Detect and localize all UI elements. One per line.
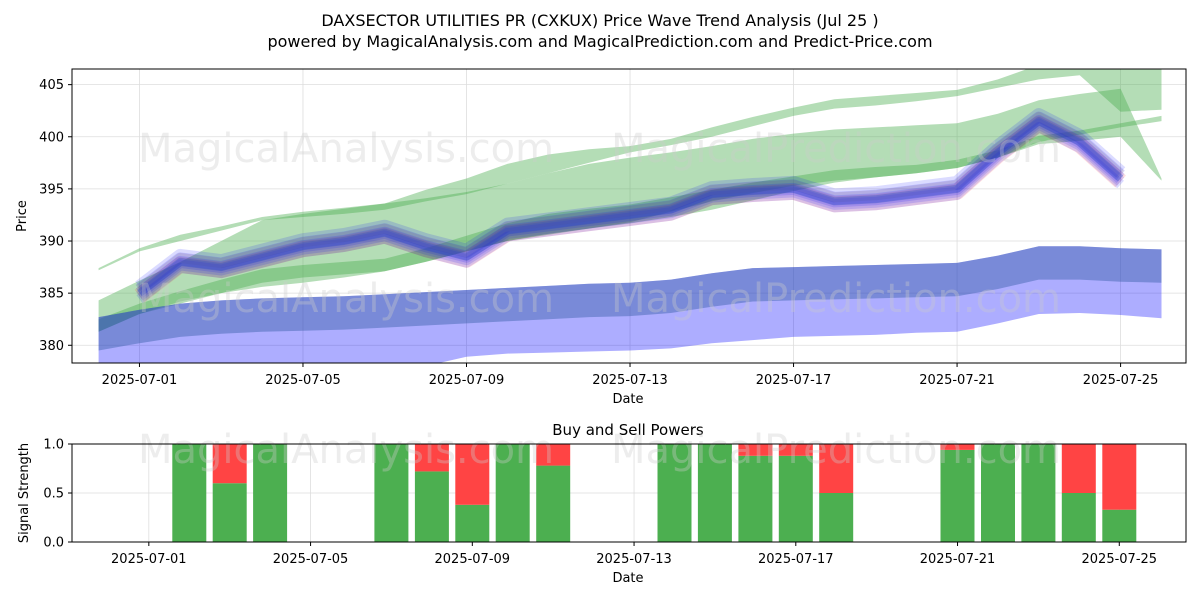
gold-wave-shadow: [136, 112, 1124, 294]
sell-power-bar: [455, 444, 490, 505]
buy-power-bar: [1021, 444, 1056, 542]
buy-power-bar: [697, 444, 732, 542]
signal-x-tick-label: 2025-07-01: [111, 552, 187, 567]
watermark-prediction-3: MagicalPrediction.com: [611, 427, 1061, 473]
price-plot-frame: [71, 68, 1187, 364]
price-y-tick-label: 385: [39, 287, 64, 302]
buy-power-bar: [495, 444, 530, 542]
price-watermarks: MagicalAnalysis.com MagicalPrediction.co…: [138, 126, 1061, 322]
price-x-tick-label: 2025-07-17: [756, 373, 832, 388]
price-axis-ticks: 2025-07-01 2025-07-05 2025-07-09 2025-07-13…: [39, 78, 1158, 388]
price-plot-area: [72, 69, 1186, 363]
watermark-prediction-2: MagicalPrediction.com: [611, 276, 1061, 322]
price-x-tick-label: 2025-07-21: [919, 373, 995, 388]
price-y-axis-label: Price: [15, 200, 30, 232]
watermark-prediction-1: MagicalPrediction.com: [611, 126, 1061, 172]
blue-wave-core: [137, 117, 1124, 297]
watermark-analysis-2: MagicalAnalysis.com: [138, 276, 554, 322]
signal-y-tick-label: 0.0: [43, 536, 64, 551]
sell-power-bar: [1102, 444, 1137, 510]
sell-power-bar: [738, 444, 773, 456]
buy-power-bar: [374, 444, 409, 542]
buy-power-bar: [1061, 493, 1096, 542]
signal-panel: Buy and Sell Powers MagicalAnalysis.com …: [17, 421, 1187, 586]
price-x-tick-label: 2025-07-13: [592, 373, 668, 388]
signal-x-tick-label: 2025-07-21: [920, 552, 996, 567]
buy-power-bar: [253, 444, 288, 542]
green-forecast-band: [98, 88, 1162, 332]
buy-power-bar: [536, 465, 571, 542]
sell-power-bar: [778, 444, 813, 456]
buy-power-bar: [819, 493, 854, 542]
signal-chart-title: Buy and Sell Powers: [552, 421, 704, 439]
signal-bars: [172, 444, 1137, 542]
buy-power-bar: [414, 471, 449, 542]
signal-y-tick-label: 1.0: [43, 438, 64, 453]
blue-green-overlap-band: [98, 246, 1162, 351]
sell-power-bar: [414, 444, 449, 472]
price-x-tick-label: 2025-07-05: [265, 373, 341, 388]
price-x-tick-label: 2025-07-09: [429, 373, 505, 388]
sell-power-bar: [212, 444, 247, 484]
buy-power-bar: [981, 444, 1015, 542]
price-bands: [98, 69, 1162, 363]
buy-power-bar: [778, 455, 813, 542]
sell-power-bar: [1061, 444, 1096, 493]
sell-power-bar: [819, 444, 854, 493]
signal-x-tick-label: 2025-07-17: [758, 552, 834, 567]
green-forecast-band: [98, 115, 1162, 332]
buy-power-bar: [1102, 509, 1137, 542]
signal-x-axis-label: Date: [612, 571, 643, 586]
price-y-tick-label: 405: [39, 78, 64, 93]
blue-wave-line: [136, 122, 1124, 304]
price-grid: [72, 69, 1186, 363]
buy-power-bar: [172, 444, 207, 542]
price-y-tick-label: 395: [39, 182, 64, 197]
signal-x-tick-label: 2025-07-25: [1082, 552, 1158, 567]
price-y-tick-label: 380: [39, 339, 64, 354]
price-x-tick-label: 2025-07-25: [1083, 373, 1159, 388]
blue-wave-line: [135, 108, 1126, 293]
signal-y-axis-label: Signal Strength: [17, 443, 32, 543]
price-x-axis-label: Date: [612, 392, 643, 407]
buy-power-bar: [657, 444, 692, 542]
sell-power-bar: [940, 444, 975, 450]
price-y-tick-label: 390: [39, 235, 64, 250]
buy-power-bar: [738, 455, 773, 542]
signal-y-tick-label: 0.5: [43, 487, 64, 502]
buy-power-bar: [212, 483, 247, 542]
price-x-tick-label: 2025-07-01: [102, 373, 178, 388]
signal-x-tick-label: 2025-07-05: [273, 552, 349, 567]
blue-wave-line: [135, 115, 1125, 298]
sell-power-bar: [536, 444, 571, 466]
blue-support-band: [98, 246, 1162, 363]
chart-title: DAXSECTOR UTILITIES PR (CXKUX) Price Wav…: [321, 11, 878, 30]
buy-power-bar: [455, 504, 490, 542]
price-y-tick-label: 400: [39, 130, 64, 145]
watermark-analysis-3: MagicalAnalysis.com: [138, 427, 554, 473]
chart-subtitle: powered by MagicalAnalysis.com and Magic…: [267, 32, 932, 51]
signal-axis-ticks: 2025-07-01 2025-07-05 2025-07-09 2025-07-13…: [43, 438, 1157, 568]
price-panel: MagicalAnalysis.com MagicalPrediction.co…: [15, 68, 1187, 407]
buy-power-bar: [940, 449, 975, 542]
signal-x-tick-label: 2025-07-13: [596, 552, 672, 567]
blue-wave-line: [135, 111, 1125, 296]
blue-wave-line: [136, 118, 1125, 301]
watermark-analysis-1: MagicalAnalysis.com: [138, 126, 554, 172]
red-wave-shadow: [134, 116, 1126, 303]
signal-watermarks: MagicalAnalysis.com MagicalPrediction.co…: [138, 427, 1061, 473]
signal-x-tick-label: 2025-07-09: [435, 552, 511, 567]
